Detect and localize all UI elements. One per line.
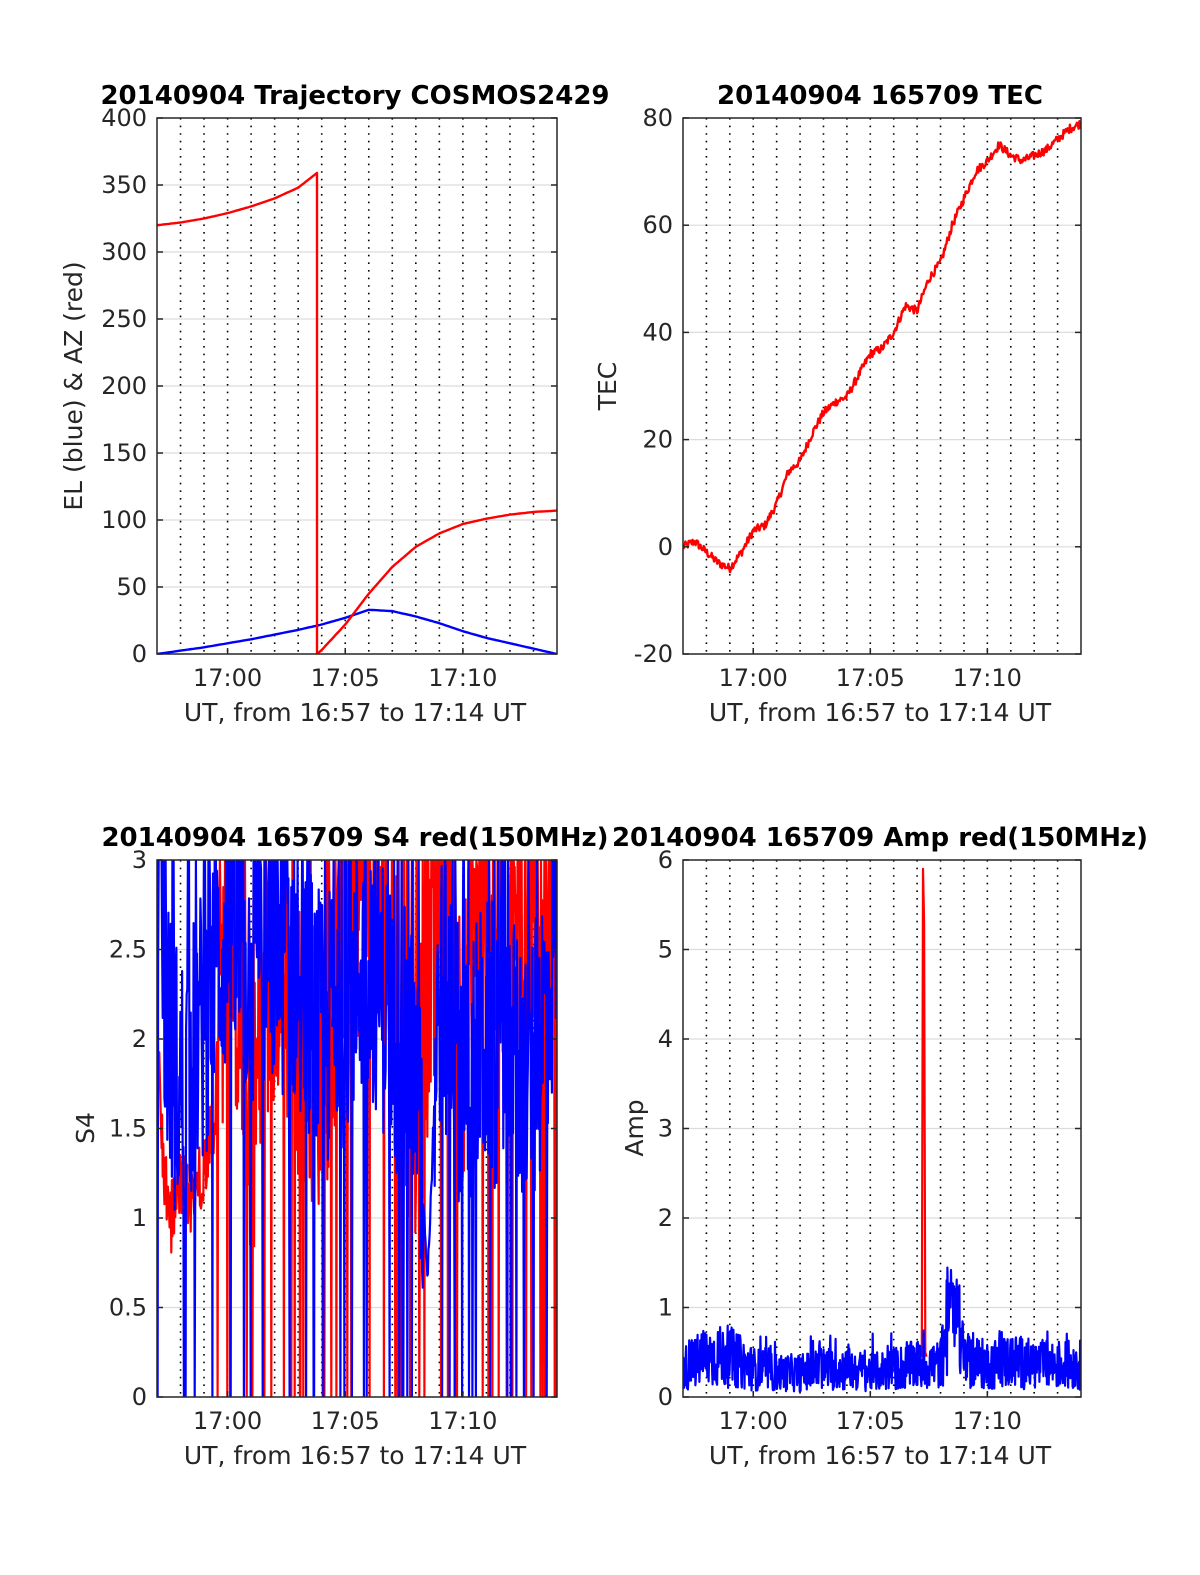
trajectory-ytick-label: 400: [101, 104, 147, 132]
trajectory-xtick-label: 17:05: [311, 664, 380, 692]
trajectory-ytick-label: 100: [101, 506, 147, 534]
amp-xtick-label: 17:00: [719, 1407, 788, 1435]
trajectory-ytick-label: 0: [132, 640, 147, 668]
s4-title: 20140904 165709 S4 red(150MHz): [101, 823, 608, 853]
amp-ytick-label: 1: [658, 1294, 673, 1322]
tec-ytick-label: 20: [642, 426, 673, 454]
tec-axes-frame: [682, 117, 1082, 655]
amp-xtick-label: 17:05: [836, 1407, 905, 1435]
trajectory-series-el: [157, 608, 557, 654]
s4-panel: 20140904 165709 S4 red(150MHz) S4 UT, fr…: [71, 823, 609, 1470]
tec-ytick-label: 80: [642, 104, 673, 132]
trajectory-ytick-label: 300: [101, 238, 147, 266]
trajectory-ytick-label: 50: [116, 573, 147, 601]
trajectory-xlabel: UT, from 16:57 to 17:14 UT: [184, 698, 527, 727]
tec-series-tec: [683, 120, 1081, 574]
s4-xtick-label: 17:10: [428, 1407, 497, 1435]
s4-xlabel: UT, from 16:57 to 17:14 UT: [184, 1441, 527, 1470]
amp-title: 20140904 165709 Amp red(150MHz): [612, 823, 1148, 853]
tec-xtick-label: 17:10: [953, 664, 1022, 692]
amp-xlabel: UT, from 16:57 to 17:14 UT: [709, 1441, 1052, 1470]
tec-ytick-label: 60: [642, 211, 673, 239]
s4-xtick-label: 17:05: [311, 1407, 380, 1435]
s4-ytick-label: 3: [132, 846, 147, 874]
tec-xlabel: UT, from 16:57 to 17:14 UT: [709, 698, 1052, 727]
amp-ytick-label: 6: [658, 846, 673, 874]
amp-ylabel: Amp: [620, 1099, 649, 1156]
trajectory-xtick-label: 17:00: [193, 664, 262, 692]
s4-ytick-label: 1.5: [109, 1115, 147, 1143]
trajectory-title: 20140904 Trajectory COSMOS2429: [100, 81, 609, 111]
amp-ytick-label: 2: [658, 1204, 673, 1232]
tec-title: 20140904 165709 TEC: [717, 81, 1043, 111]
amp-series-amp_blue: [683, 1266, 1081, 1393]
s4-xtick-label: 17:00: [193, 1407, 262, 1435]
tec-xtick-label: 17:05: [836, 664, 905, 692]
tec-plot-area: [683, 118, 1081, 654]
tec-ytick-label: 0: [658, 533, 673, 561]
s4-ytick-label: 2: [132, 1025, 147, 1053]
amp-xtick-label: 17:10: [953, 1407, 1022, 1435]
amp-ytick-label: 4: [658, 1025, 673, 1053]
trajectory-ytick-label: 200: [101, 372, 147, 400]
s4-ylabel: S4: [71, 1112, 100, 1144]
trajectory-panel: 20140904 Trajectory COSMOS2429 EL (blue)…: [59, 81, 610, 727]
trajectory-ytick-label: 150: [101, 439, 147, 467]
trajectory-xtick-label: 17:10: [428, 664, 497, 692]
s4-series-s4_blue: [157, 860, 557, 1397]
tec-xtick-label: 17:00: [719, 664, 788, 692]
trajectory-ytick-label: 250: [101, 305, 147, 333]
trajectory-series-az: [157, 171, 557, 654]
tec-ylabel: TEC: [593, 362, 622, 412]
trajectory-ytick-label: 350: [101, 171, 147, 199]
amp-series-amp_red: [920, 867, 928, 1357]
amp-ytick-label: 5: [658, 936, 673, 964]
s4-ytick-label: 0.5: [109, 1294, 147, 1322]
tec-ytick-label: 40: [642, 318, 673, 346]
tec-ytick-label: -20: [634, 640, 673, 668]
tec-panel: 20140904 165709 TEC TEC UT, from 16:57 t…: [593, 81, 1082, 727]
s4-ytick-label: 1: [132, 1204, 147, 1232]
s4-ytick-label: 0: [132, 1383, 147, 1411]
s4-ytick-label: 2.5: [109, 936, 147, 964]
amp-ytick-label: 3: [658, 1115, 673, 1143]
amp-panel: 20140904 165709 Amp red(150MHz) Amp UT, …: [612, 823, 1148, 1470]
amp-ytick-label: 0: [658, 1383, 673, 1411]
trajectory-ylabel: EL (blue) & AZ (red): [59, 261, 88, 510]
